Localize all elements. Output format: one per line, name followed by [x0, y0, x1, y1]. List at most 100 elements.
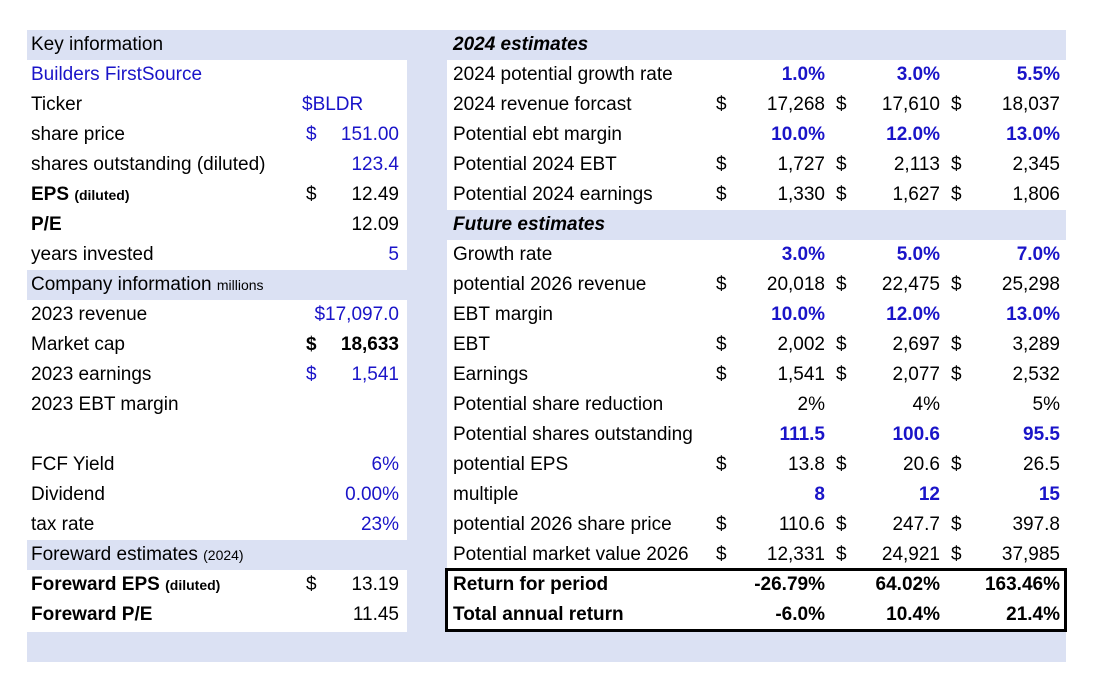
tax-value[interactable]: 23% [360, 514, 399, 535]
company-info-header: Company information millions [31, 274, 264, 295]
row-peps: potential EPS $13.8 $20.6 $26.5 [0, 450, 1096, 480]
dividend-value[interactable]: 0.00% [345, 484, 399, 505]
row-rev2026: potential 2026 revenue $20,018 $22,475 $25,… [0, 270, 1096, 300]
row-tax: tax rate 23% [0, 510, 1096, 540]
earnings-value-2[interactable]: 2,077 [892, 364, 940, 385]
ebtm-value-1[interactable]: 10.0% [771, 304, 825, 325]
multiple-value-3[interactable]: 15 [1038, 484, 1060, 505]
ebt-value-1[interactable]: 2,002 [777, 334, 825, 355]
reduction-value-1[interactable]: 2% [797, 394, 825, 415]
shares-value-3[interactable]: 95.5 [1023, 424, 1060, 445]
price2026-dollar-2: $ [836, 514, 847, 535]
eps-value[interactable]: 12.49 [351, 184, 399, 205]
revenue-value[interactable]: $17,097.0 [314, 304, 399, 325]
earn2024-value-2[interactable]: 1,627 [892, 184, 940, 205]
rev2026-value-2[interactable]: 22,475 [881, 274, 940, 295]
mcap-value[interactable]: 18,633 [340, 334, 399, 355]
earnings-value[interactable]: 1,541 [351, 364, 399, 385]
fwd-eps-value[interactable]: 13.19 [351, 574, 399, 595]
earnings-value-1[interactable]: 1,541 [777, 364, 825, 385]
row-multiple: multiple 8 12 15 [0, 480, 1096, 510]
earn2024-value-3[interactable]: 1,806 [1012, 184, 1060, 205]
pe-label: P/E [31, 214, 62, 235]
ebtm2024-value-3[interactable]: 13.0% [1006, 124, 1060, 145]
price2026-value-1[interactable]: 110.6 [778, 514, 825, 535]
growth-value-2[interactable]: 5.0% [896, 244, 940, 265]
multiple-value-1[interactable]: 8 [814, 484, 825, 505]
row-return: Return for period -26.79% 64.02% 163.46% [0, 570, 1096, 600]
price2026-value-2[interactable]: 247.7 [892, 514, 940, 535]
growth2024-value-1[interactable]: 1.0% [781, 64, 825, 85]
ebt-value-2[interactable]: 2,697 [892, 334, 940, 355]
ebtm-value-3[interactable]: 13.0% [1006, 304, 1060, 325]
future-header: Future estimates [453, 214, 606, 235]
row-mv2026: Potential market value 2026 $12,331 $24,92… [0, 540, 1096, 570]
price2026-label: potential 2026 share price [453, 514, 672, 535]
growth-value-1[interactable]: 3.0% [781, 244, 825, 265]
mv2026-value-2[interactable]: 24,921 [881, 544, 940, 565]
multiple-value-2[interactable]: 12 [918, 484, 940, 505]
shares-value-2[interactable]: 100.6 [892, 424, 940, 445]
fwd-pe-value[interactable]: 11.45 [352, 604, 399, 625]
mv2026-value-3[interactable]: 37,985 [1001, 544, 1060, 565]
return-box [445, 568, 1067, 632]
row-earnings: 2023 earnings $ 1,541 [0, 360, 1096, 390]
reduction-value-2[interactable]: 4% [912, 394, 940, 415]
future-block [447, 240, 1066, 632]
growth2024-value-2[interactable]: 3.0% [896, 64, 940, 85]
peps-value-2[interactable]: 20.6 [903, 454, 940, 475]
rev2024-dollar-2: $ [836, 94, 847, 115]
earn2024-dollar-3: $ [951, 184, 962, 205]
mv2026-value-1[interactable]: 12,331 [766, 544, 825, 565]
fwd-pe-label: Foreward P/E [31, 604, 153, 625]
return-value-1[interactable]: -26.79% [754, 574, 825, 595]
ebt2024-value-1[interactable]: 1,727 [777, 154, 825, 175]
reduction-value-3[interactable]: 5% [1032, 394, 1060, 415]
rev2024-value-1[interactable]: 17,268 [766, 94, 825, 115]
rev2026-value-3[interactable]: 25,298 [1001, 274, 1060, 295]
eps-dollar: $ [306, 184, 317, 205]
years-value[interactable]: 5 [388, 244, 399, 265]
earn2024-dollar-1: $ [716, 184, 727, 205]
shares-out-value[interactable]: 123.4 [351, 154, 399, 175]
growth2024-label: 2024 potential growth rate [453, 64, 673, 85]
ebt-value-3[interactable]: 3,289 [1012, 334, 1060, 355]
ebtm2024-value-1[interactable]: 10.0% [771, 124, 825, 145]
ebtm-value-2[interactable]: 12.0% [886, 304, 940, 325]
fwd-eps-label: Foreward EPS (diluted) [31, 574, 221, 595]
growth-value-3[interactable]: 7.0% [1016, 244, 1060, 265]
peps-value-1[interactable]: 13.8 [788, 454, 825, 475]
rev2024-label: 2024 revenue forcast [453, 94, 632, 115]
return-value-3[interactable]: 163.46% [984, 574, 1060, 595]
row-earnings: Earnings $1,541 $2,077 $2,532 [0, 360, 1096, 390]
price2026-value-3[interactable]: 397.8 [1012, 514, 1060, 535]
growth2024-value-3[interactable]: 5.5% [1016, 64, 1060, 85]
share-price-value[interactable]: 151.00 [340, 124, 399, 145]
ebtm2024-value-2[interactable]: 12.0% [886, 124, 940, 145]
pe-value[interactable]: 12.09 [351, 214, 399, 235]
annual-value-3[interactable]: 21.4% [1006, 604, 1060, 625]
rev2024-value-2[interactable]: 17,610 [881, 94, 940, 115]
earn2024-value-1[interactable]: 1,330 [777, 184, 825, 205]
shares-value-1[interactable]: 111.5 [779, 424, 825, 445]
earnings-value-3[interactable]: 2,532 [1012, 364, 1060, 385]
company-info-block [27, 300, 407, 540]
ebt2024-dollar-1: $ [716, 154, 727, 175]
rev2024-value-3[interactable]: 18,037 [1001, 94, 1060, 115]
rev2026-value-1[interactable]: 20,018 [766, 274, 825, 295]
annual-value-1[interactable]: -6.0% [775, 604, 825, 625]
years-label: years invested [31, 244, 154, 265]
peps-value-3[interactable]: 26.5 [1023, 454, 1060, 475]
ebt2024-value-2[interactable]: 2,113 [893, 154, 940, 175]
annual-value-2[interactable]: 10.4% [886, 604, 940, 625]
ticker-value[interactable]: $BLDR [302, 94, 364, 115]
ebt2024-value-3[interactable]: 2,345 [1012, 154, 1060, 175]
ebtm-label: EBT margin [453, 304, 553, 325]
return-value-2[interactable]: 64.02% [875, 574, 940, 595]
row-price2026: potential 2026 share price $110.6 $247.7 $3… [0, 510, 1096, 540]
fcf-value[interactable]: 6% [371, 454, 399, 475]
company-name[interactable]: Builders FirstSource [31, 64, 203, 85]
row-rev2024: 2024 revenue forcast $17,268 $17,610 $18,03… [0, 90, 1096, 120]
ebtm2024-label: Potential ebt margin [453, 124, 622, 145]
row-reduction: Potential share reduction 2% 4% 5% [0, 390, 1096, 420]
